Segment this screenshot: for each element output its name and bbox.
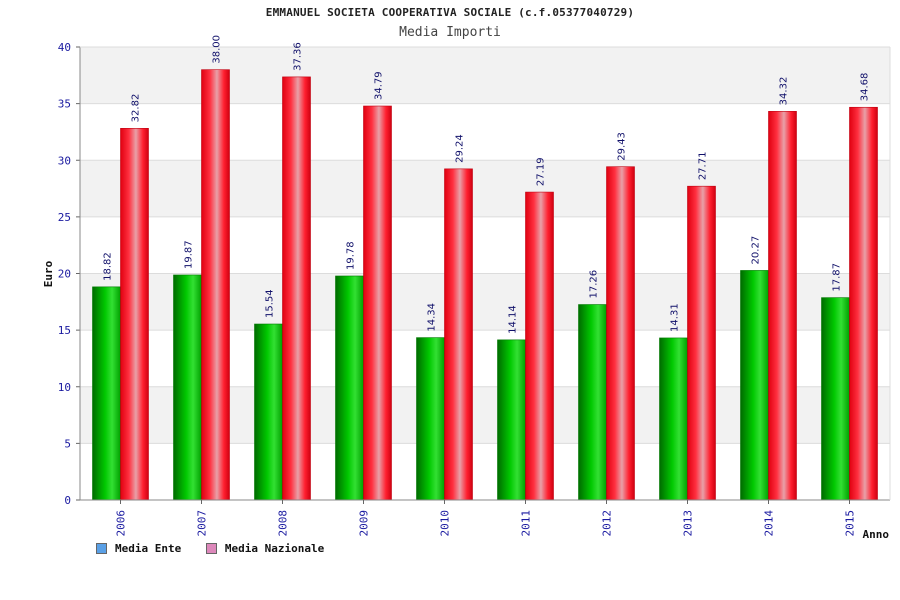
legend-item-media-ente: Media Ente — [96, 542, 181, 555]
y-tick-label: 5 — [64, 437, 71, 450]
data-label-media-nazionale-2009: 34.79 — [374, 71, 385, 100]
bar-media-nazionale-2006 — [120, 128, 149, 501]
bar-media-nazionale-2014 — [768, 111, 797, 501]
y-tick-label: 20 — [58, 268, 71, 281]
data-label-media-ente-2014: 20.27 — [751, 236, 762, 265]
x-tick-label-2015: 2015 — [844, 510, 857, 537]
bar-media-ente-2014 — [740, 270, 769, 501]
bar-media-ente-2006 — [92, 286, 121, 501]
data-label-media-nazionale-2010: 29.24 — [455, 134, 466, 163]
chart-title: EMMANUEL SOCIETA COOPERATIVA SOCIALE (c.… — [265, 6, 635, 19]
bar-media-ente-2013 — [659, 337, 688, 501]
y-tick-labels: 0 5 10 15 20 25 30 35 40 — [58, 41, 71, 507]
bar-media-nazionale-2008 — [282, 76, 311, 501]
bar-media-nazionale-2010 — [444, 168, 473, 501]
x-tick-label-2009: 2009 — [358, 510, 371, 537]
axes — [79, 46, 891, 501]
x-tick-label-2014: 2014 — [763, 510, 776, 537]
data-label-media-nazionale-2013: 27.71 — [698, 152, 709, 181]
x-tick-label-2007: 2007 — [196, 510, 209, 537]
bar-media-ente-2012 — [578, 304, 607, 501]
bar-media-ente-2010 — [416, 337, 445, 501]
data-labels: 18.82 32.82 19.87 38.00 15.54 37.36 19.78 34.79… — [103, 35, 871, 334]
y-tick-label: 35 — [58, 98, 71, 111]
data-label-media-ente-2010: 14.34 — [427, 303, 438, 332]
x-axis-title: Anno — [863, 528, 890, 541]
legend-swatch-media-ente — [96, 543, 107, 554]
data-label-media-nazionale-2014: 34.32 — [779, 77, 790, 106]
y-tick-label: 10 — [58, 381, 71, 394]
x-tick-label-2008: 2008 — [277, 510, 290, 537]
bar-media-nazionale-2015 — [849, 106, 878, 501]
data-label-media-ente-2011: 14.14 — [508, 305, 519, 334]
data-label-media-ente-2013: 14.31 — [670, 303, 681, 332]
legend-label-media-nazionale: Media Nazionale — [224, 542, 325, 555]
bar-media-nazionale-2009 — [363, 105, 392, 501]
y-tick-label: 40 — [58, 41, 71, 54]
data-label-media-ente-2012: 17.26 — [589, 270, 600, 299]
bar-media-nazionale-2013 — [687, 185, 716, 501]
data-label-media-nazionale-2008: 37.36 — [293, 42, 304, 71]
data-label-media-nazionale-2015: 34.68 — [860, 73, 871, 102]
y-tick-label: 15 — [58, 324, 71, 337]
data-label-media-ente-2006: 18.82 — [103, 252, 114, 281]
data-label-media-nazionale-2011: 27.19 — [536, 157, 547, 186]
x-tick-label-2011: 2011 — [520, 510, 533, 537]
y-tick-label: 30 — [58, 154, 71, 167]
bar-media-ente-2015 — [821, 297, 850, 501]
data-label-media-ente-2015: 17.87 — [832, 263, 843, 292]
x-tick-label-2013: 2013 — [682, 510, 695, 537]
chart-subtitle: Media Importi — [399, 25, 501, 40]
data-label-media-ente-2008: 15.54 — [265, 289, 276, 318]
bar-media-nazionale-2007 — [201, 69, 230, 501]
x-tick-label-2006: 2006 — [115, 510, 128, 537]
bar-media-nazionale-2012 — [606, 166, 635, 501]
legend: Media Ente Media Nazionale — [96, 542, 342, 557]
x-tick-label-2010: 2010 — [439, 510, 452, 537]
data-label-media-ente-2009: 19.78 — [346, 241, 357, 270]
data-label-media-nazionale-2006: 32.82 — [131, 94, 142, 123]
bar-media-ente-2007 — [173, 274, 202, 501]
x-tick-label-2012: 2012 — [601, 510, 614, 537]
y-axis-title: Euro — [42, 260, 55, 287]
legend-swatch-media-nazionale — [205, 543, 217, 554]
data-label-media-nazionale-2007: 38.00 — [212, 35, 223, 64]
data-label-media-nazionale-2012: 29.43 — [617, 132, 628, 161]
legend-item-media-nazionale: Media Nazionale — [205, 542, 325, 555]
x-tick-labels: 2006 2007 2008 2009 2010 2011 2012 2013 2014 2015 — [115, 500, 857, 537]
y-tick-label: 0 — [64, 494, 71, 507]
bar-media-ente-2009 — [335, 275, 364, 501]
bar-media-ente-2011 — [497, 339, 526, 501]
bar-media-ente-2008 — [254, 323, 283, 501]
bar-media-nazionale-2011 — [525, 191, 554, 501]
y-tick-label: 25 — [58, 211, 71, 224]
legend-label-media-ente: Media Ente — [115, 542, 182, 555]
data-label-media-ente-2007: 19.87 — [184, 240, 195, 269]
